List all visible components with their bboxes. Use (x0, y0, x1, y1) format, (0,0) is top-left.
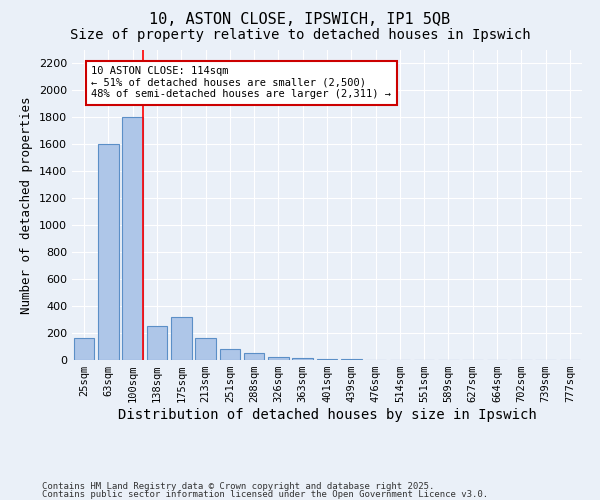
Bar (268, 356, 289, 360)
Text: Size of property relative to detached houses in Ipswich: Size of property relative to detached ho… (70, 28, 530, 42)
Text: 10, ASTON CLOSE, IPSWICH, IP1 5QB: 10, ASTON CLOSE, IPSWICH, IP1 5QB (149, 12, 451, 28)
Y-axis label: Number of detached properties: Number of detached properties (20, 96, 34, 314)
Text: Contains public sector information licensed under the Open Government Licence v3: Contains public sector information licen… (42, 490, 488, 499)
Bar (317, 358, 337, 360)
Bar (98, 144, 119, 360)
Bar (122, 118, 143, 360)
Text: Contains HM Land Registry data © Crown copyright and database right 2025.: Contains HM Land Registry data © Crown c… (42, 482, 434, 491)
Bar (146, 326, 167, 360)
Bar (171, 317, 191, 360)
Bar (292, 358, 313, 360)
Text: 10 ASTON CLOSE: 114sqm
← 51% of detached houses are smaller (2,500)
48% of semi-: 10 ASTON CLOSE: 114sqm ← 51% of detached… (91, 66, 391, 100)
X-axis label: Distribution of detached houses by size in Ipswich: Distribution of detached houses by size … (118, 408, 536, 422)
Bar (74, 338, 94, 360)
Bar (195, 338, 216, 360)
Bar (244, 354, 265, 360)
Bar (220, 348, 240, 360)
